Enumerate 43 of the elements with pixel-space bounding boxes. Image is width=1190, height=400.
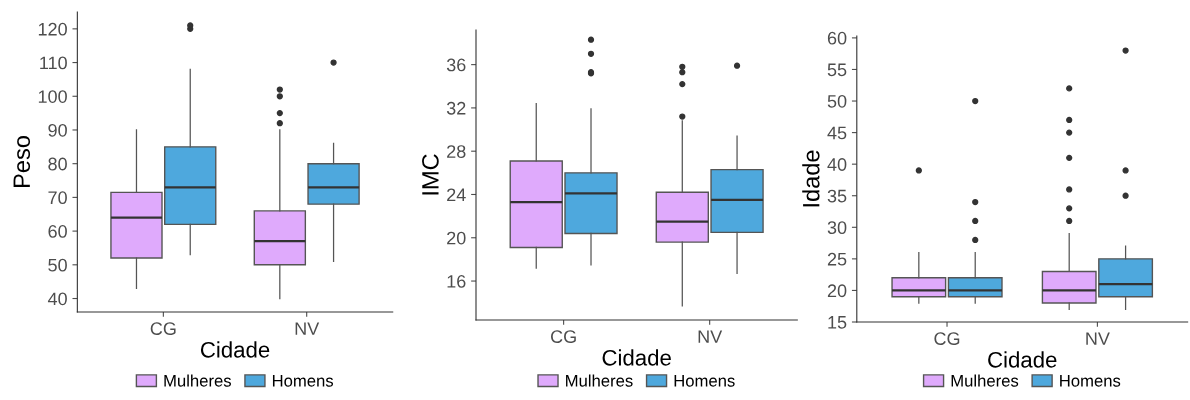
x-axis-title: Cidade xyxy=(602,349,671,366)
x-axis-title: Cidade xyxy=(200,341,270,358)
x-tick-label: CG xyxy=(934,332,960,345)
y-tick-label: 40 xyxy=(47,292,67,306)
y-tick-label: 20 xyxy=(827,284,847,298)
x-tick-label: NV xyxy=(698,330,723,343)
y-tick-label: 45 xyxy=(827,126,847,140)
x-tick-label: NV xyxy=(1086,332,1110,345)
y-tick-label: 100 xyxy=(38,90,67,103)
y-axis-title: Idade xyxy=(802,150,820,207)
y-tick-label: 110 xyxy=(40,56,67,70)
y-tick-label: 35 xyxy=(827,189,847,203)
y-tick-label: 24 xyxy=(447,188,466,202)
legend-label: Mulheres xyxy=(951,374,1019,387)
y-tick-label: 80 xyxy=(48,157,67,171)
y-tick-label: 50 xyxy=(48,258,67,272)
y-tick-label: 36 xyxy=(446,58,466,72)
legend-label: Mulheres xyxy=(164,374,231,387)
x-axis-title: Cidade xyxy=(988,351,1057,368)
y-tick-label: 30 xyxy=(827,221,847,235)
legend-label: Homens xyxy=(1060,375,1121,387)
y-axis-title: Peso xyxy=(13,136,31,187)
y-tick-label: 32 xyxy=(446,101,466,115)
x-tick-label: CG xyxy=(551,330,576,343)
y-tick-label: 60 xyxy=(827,31,847,45)
y-tick-label: 55 xyxy=(827,63,847,77)
legend-label: Homens xyxy=(674,375,735,387)
y-tick-label: 70 xyxy=(48,191,67,205)
y-tick-label: 40 xyxy=(827,158,847,171)
y-tick-label: 60 xyxy=(48,225,67,238)
legend-label: Mulheres xyxy=(566,374,633,387)
y-tick-label: 120 xyxy=(38,22,67,36)
legend-label: Homens xyxy=(272,375,334,387)
x-tick-label: CG xyxy=(150,322,176,335)
y-tick-label: 16 xyxy=(447,274,466,288)
y-tick-label: 50 xyxy=(827,94,847,108)
y-tick-label: 20 xyxy=(447,231,466,245)
y-axis-title: IMC xyxy=(422,154,439,195)
y-tick-label: 28 xyxy=(447,145,466,158)
y-tick-label: 15 xyxy=(828,316,847,329)
y-tick-label: 25 xyxy=(827,252,847,266)
x-tick-label: NV xyxy=(295,322,320,335)
y-tick-label: 90 xyxy=(48,123,67,137)
